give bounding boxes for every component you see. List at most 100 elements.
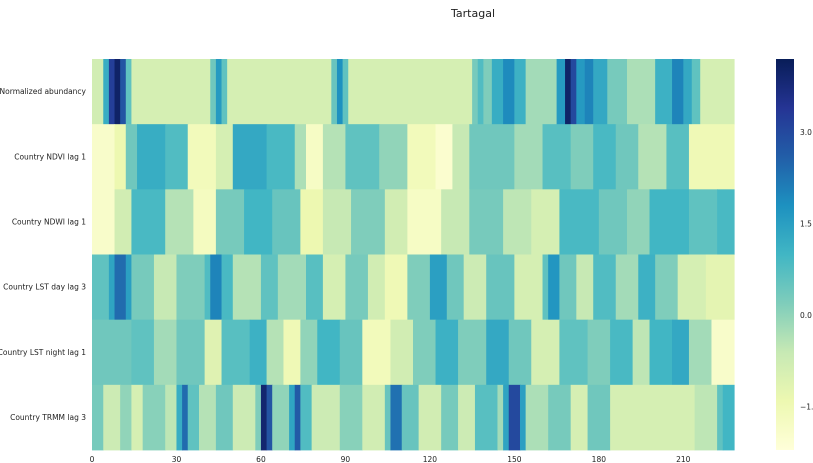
heatmap-cell [615, 124, 639, 190]
heatmap-cell [441, 189, 470, 255]
heatmap-cell [92, 254, 110, 321]
heatmap-cell [342, 59, 349, 125]
heatmap-cell [548, 384, 572, 451]
heatmap-cell [486, 319, 510, 386]
heatmap-cell [655, 59, 673, 125]
heatmap-cell [458, 384, 476, 451]
heatmap-cell [131, 59, 211, 125]
heatmap-cell [210, 59, 217, 125]
heatmap-cell [407, 124, 437, 190]
heatmap-cell [503, 59, 515, 125]
heatmap-cell [593, 254, 617, 321]
heatmap-cell [691, 59, 701, 125]
heatmap-cell [331, 59, 338, 125]
heatmap-cell [266, 124, 296, 190]
heatmap-cell [322, 254, 347, 321]
heatmap-cell [255, 384, 262, 451]
heatmap-cell [244, 189, 273, 255]
heatmap-cell [666, 124, 690, 190]
x-axis-ticks: 0 30 60 90 120 150 180 210 [90, 455, 691, 463]
heatmap-cell [638, 124, 668, 190]
heatmap-cell [277, 254, 307, 321]
heatmap-cell [483, 59, 493, 125]
heatmap-cell [458, 319, 487, 386]
heatmap-cell [339, 319, 363, 386]
heatmap-cells [92, 59, 735, 451]
heatmap-cell [610, 319, 634, 386]
heatmap-cell [576, 59, 586, 125]
x-tick-label: 60 [256, 455, 266, 463]
heatmap-cell [520, 384, 527, 451]
heatmap-cell [525, 59, 558, 125]
heatmap-cell [345, 124, 380, 190]
heatmap-cell [199, 384, 217, 451]
heatmap-cell [294, 384, 301, 451]
heatmap-cell [688, 189, 718, 255]
heatmap-cell [351, 189, 386, 255]
heatmap-cell [114, 59, 121, 125]
heatmap-cell [503, 189, 532, 255]
heatmap-cell [474, 384, 499, 451]
heatmap-cell [503, 384, 510, 451]
heatmap-cell [559, 319, 589, 386]
heatmap-cell [120, 59, 127, 125]
heatmap-cell [227, 59, 332, 125]
heatmap-cell [717, 384, 724, 451]
heatmap-cell [548, 254, 561, 321]
heatmap-cell [306, 124, 324, 190]
heatmap-cell [131, 254, 155, 321]
heatmap-cell [283, 319, 301, 386]
heatmap-cell [672, 59, 684, 125]
heatmap-cell [418, 384, 442, 451]
heatmap-cell [542, 254, 549, 321]
heatmap-cell [300, 189, 324, 255]
heatmap-cell [587, 319, 611, 386]
heatmap-cell [542, 124, 572, 190]
heatmap-cell [429, 254, 448, 321]
heatmap-cell [142, 384, 166, 451]
heatmap-cell [565, 59, 572, 125]
heatmap-cell [649, 189, 690, 255]
heatmap-cell [221, 59, 228, 125]
row-label: Country TRMM lag 3 [10, 413, 86, 422]
heatmap-cell [615, 254, 639, 321]
heatmap-cell [289, 384, 296, 451]
heatmap-cell [556, 59, 566, 125]
heatmap-cell [294, 124, 307, 190]
x-tick-label: 210 [676, 455, 691, 463]
heatmap-cell [486, 254, 515, 321]
heatmap-cell [120, 384, 133, 451]
heatmap-cell [260, 384, 268, 451]
row-labels: Normalized abundancy Country NDVI lag 1 Co… [0, 87, 87, 422]
heatmap-cell [92, 124, 116, 190]
heatmap-cell [514, 124, 544, 190]
heatmap-cell [336, 59, 344, 125]
heatmap-cell [627, 59, 656, 125]
heatmap-cell [215, 124, 234, 190]
heatmap-cell [655, 254, 679, 321]
heatmap-cell [435, 319, 459, 386]
heatmap-cell [379, 124, 408, 190]
heatmap-cell [384, 254, 408, 321]
heatmap-cell [700, 59, 735, 125]
heatmap-cell [491, 59, 504, 125]
heatmap-cell [232, 384, 256, 451]
heatmap-cell [722, 384, 735, 451]
heatmap-cell [677, 254, 707, 321]
row-label: Country NDVI lag 1 [14, 152, 86, 161]
x-tick-label: 120 [423, 455, 438, 463]
x-tick-label: 150 [507, 455, 522, 463]
x-tick-label: 180 [592, 455, 607, 463]
heatmap-cell [477, 59, 484, 125]
heatmap-cell [407, 189, 442, 255]
heatmap-cell [322, 124, 347, 190]
heatmap-cell [103, 59, 110, 125]
heatmap-cell [627, 189, 651, 255]
heatmap-cell [441, 384, 459, 451]
heatmap-cell [210, 254, 223, 321]
heatmap-cell [362, 319, 392, 386]
heatmap-cell [531, 319, 561, 386]
heatmap-cell [108, 254, 116, 321]
heatmap-cell [632, 319, 651, 386]
